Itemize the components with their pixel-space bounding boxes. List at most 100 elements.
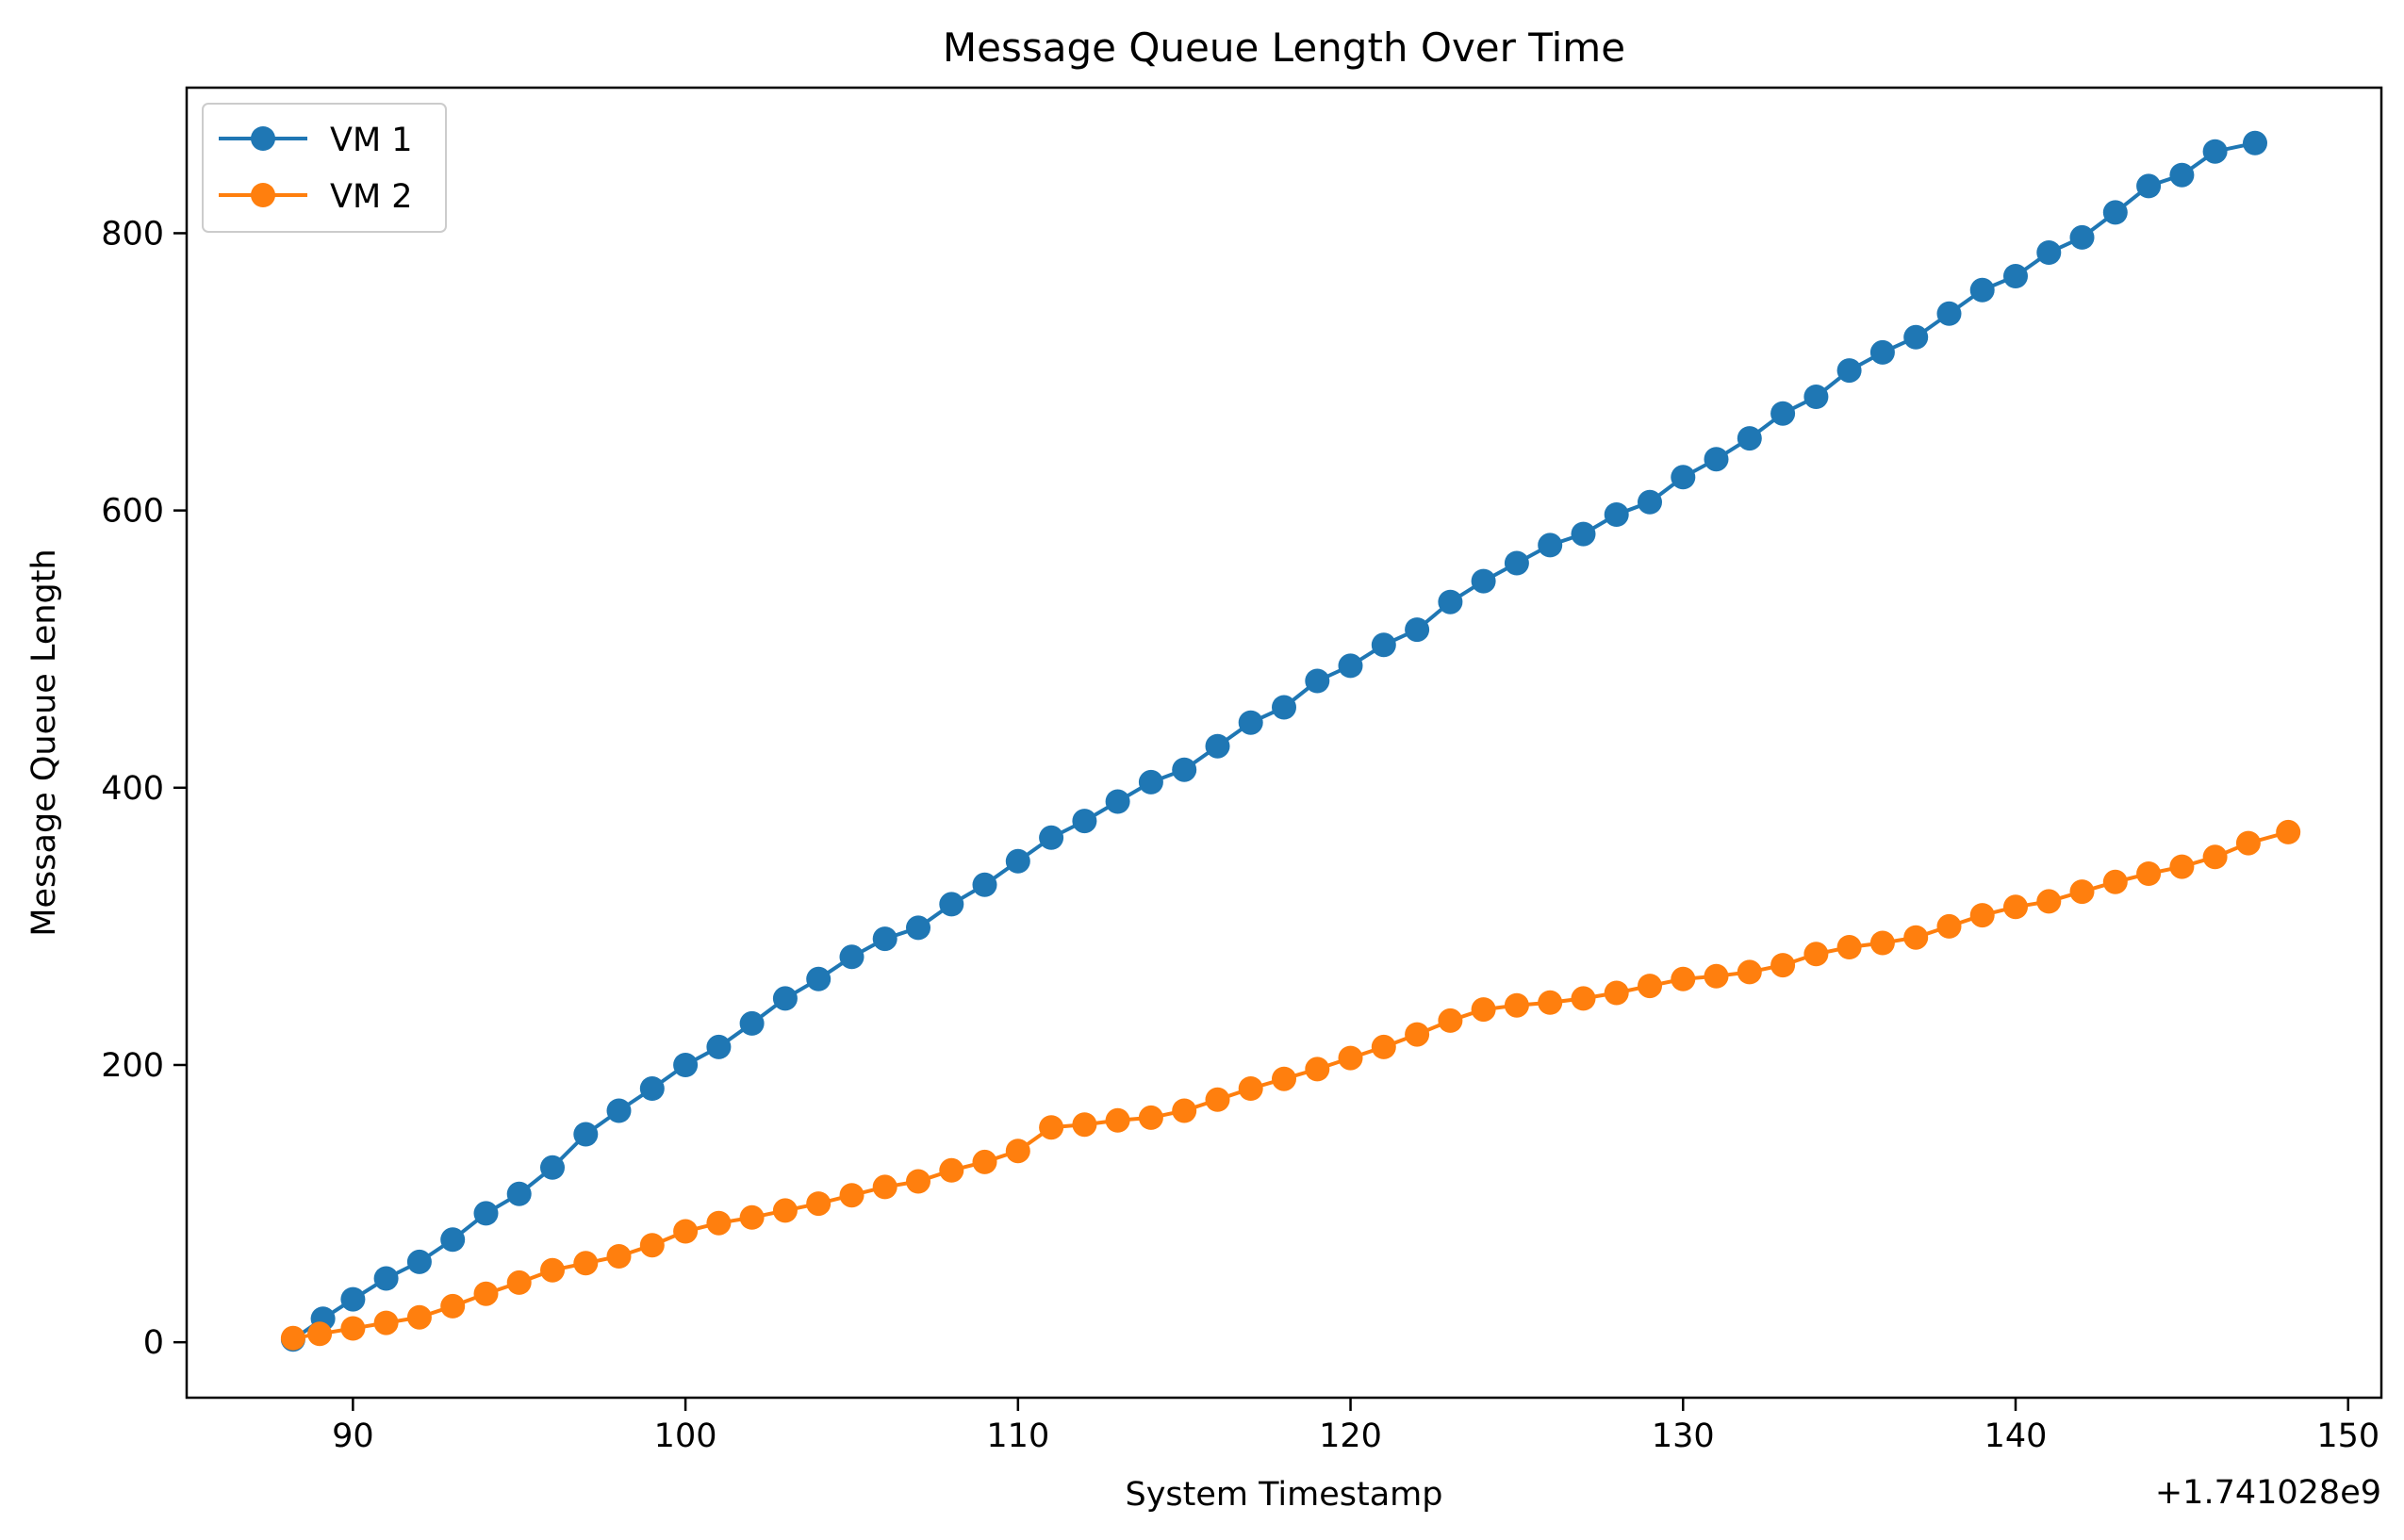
data-point: [1571, 986, 1596, 1011]
data-point: [1471, 568, 1496, 594]
y-tick-label: 400: [101, 770, 164, 808]
data-point: [1138, 1105, 1163, 1130]
data-point: [573, 1251, 599, 1276]
data-point: [1438, 589, 1463, 614]
data-point: [1604, 502, 1629, 527]
data-point: [473, 1201, 499, 1226]
data-point: [2069, 879, 2095, 905]
data-point: [1072, 809, 1097, 834]
data-point: [573, 1122, 599, 1147]
data-point: [2202, 844, 2228, 870]
data-point: [872, 1174, 897, 1200]
chart-title: Message Queue Length Over Time: [943, 25, 1625, 71]
legend-marker-vm2: [251, 183, 275, 207]
data-point: [806, 1191, 832, 1217]
x-tick-label: 140: [1984, 1417, 2048, 1455]
x-tick-label: 110: [986, 1417, 1049, 1455]
data-point: [739, 1010, 765, 1036]
x-tick-label: 130: [1652, 1417, 1715, 1455]
data-point: [1638, 974, 1662, 999]
data-point: [373, 1266, 399, 1291]
legend: VM 1 VM 2: [202, 103, 447, 233]
data-point: [639, 1233, 665, 1258]
data-point: [1803, 385, 1829, 409]
data-point: [1969, 277, 1995, 303]
data-point: [1504, 550, 1529, 576]
data-point: [972, 1149, 997, 1174]
data-point: [1072, 1112, 1097, 1138]
data-point: [373, 1310, 399, 1335]
data-point: [340, 1286, 366, 1312]
data-point: [1903, 324, 1929, 350]
data-point: [506, 1181, 532, 1206]
data-point: [406, 1304, 432, 1330]
data-point: [2169, 854, 2195, 879]
legend-marker-vm1: [251, 126, 275, 151]
data-point: [1803, 942, 1829, 967]
data-point: [639, 1076, 665, 1101]
data-point: [1604, 980, 1629, 1006]
data-point: [906, 1169, 930, 1194]
data-point: [280, 1325, 305, 1351]
data-point: [839, 944, 864, 970]
data-point: [1005, 1139, 1030, 1164]
data-point: [1205, 733, 1230, 759]
data-point: [872, 926, 897, 952]
data-point: [1538, 990, 1563, 1015]
data-point: [606, 1244, 632, 1269]
data-point: [1671, 465, 1696, 490]
series-1: [280, 130, 2267, 1352]
data-point: [1737, 959, 1762, 985]
data-point: [1571, 521, 1596, 547]
data-point: [1371, 1034, 1396, 1059]
data-point: [673, 1053, 699, 1077]
data-point: [1305, 1057, 1330, 1082]
data-point: [440, 1227, 466, 1253]
data-point: [1138, 769, 1163, 795]
data-point: [1338, 653, 1363, 679]
data-point: [1105, 1107, 1130, 1133]
y-tick-label: 800: [101, 215, 164, 253]
data-point: [1005, 848, 1030, 874]
data-point: [939, 1157, 964, 1183]
data-point: [972, 872, 997, 897]
data-point: [1836, 935, 1862, 959]
data-point: [2136, 173, 2162, 199]
data-point: [1172, 757, 1197, 782]
data-point: [1936, 913, 1962, 939]
legend-label-vm2: VM 2: [330, 178, 413, 216]
data-point: [839, 1183, 864, 1208]
data-point: [1405, 1022, 1430, 1047]
data-point: [506, 1270, 532, 1295]
data-point: [1405, 617, 1430, 643]
x-axis-offset-label: +1.741028e9: [2155, 1474, 2381, 1512]
data-point: [1272, 1066, 1296, 1091]
y-tick-label: 600: [101, 493, 164, 531]
data-point: [1105, 789, 1130, 814]
data-point: [540, 1257, 565, 1283]
data-point: [806, 966, 832, 991]
data-point: [1869, 930, 1895, 956]
data-point: [1770, 401, 1796, 426]
data-point: [1338, 1045, 1363, 1071]
data-point: [2202, 139, 2228, 164]
x-tick-label: 90: [332, 1417, 374, 1455]
data-point: [1538, 532, 1563, 558]
data-point: [1272, 695, 1296, 720]
data-point: [1438, 1008, 1463, 1033]
data-point: [2169, 162, 2195, 188]
data-point: [473, 1281, 499, 1306]
y-tick-label: 200: [101, 1047, 164, 1085]
data-point: [340, 1316, 366, 1341]
data-point: [772, 986, 798, 1011]
data-point: [406, 1249, 432, 1274]
data-point: [1371, 632, 1396, 658]
data-point: [2036, 889, 2062, 914]
x-tick-label: 100: [654, 1417, 717, 1455]
data-point: [2003, 264, 2028, 288]
plot-frame: [185, 86, 2383, 1400]
series-layer: [280, 130, 2301, 1352]
data-point: [606, 1098, 632, 1123]
data-point: [939, 892, 964, 917]
x-tick-label: 150: [2316, 1417, 2379, 1455]
